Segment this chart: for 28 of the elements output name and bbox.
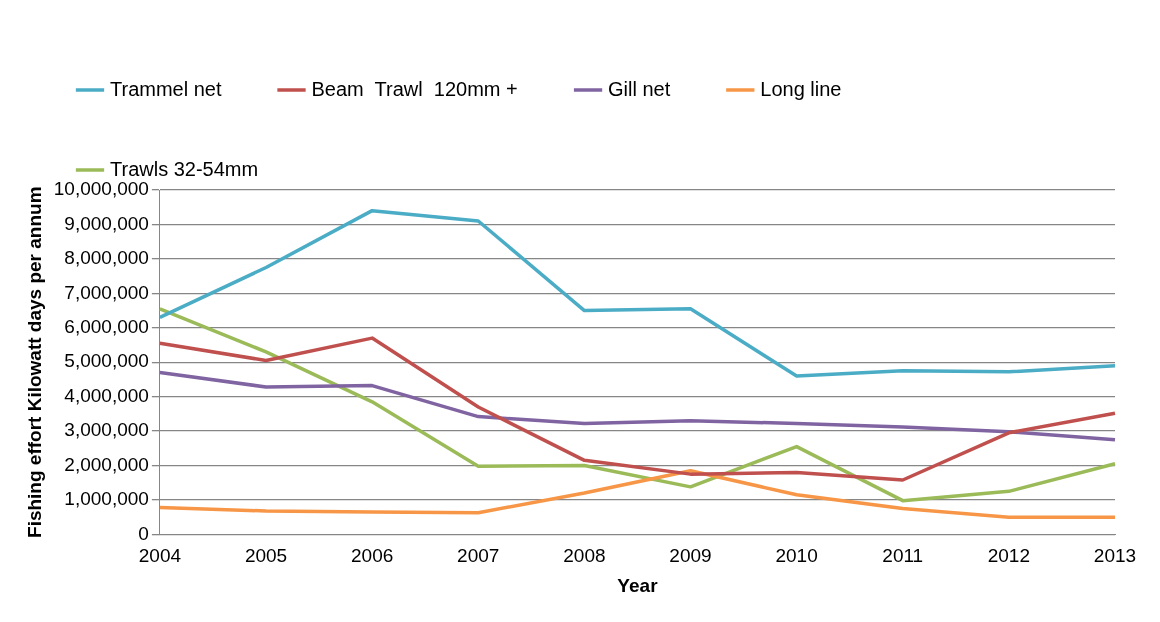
x-tick-label: 2011 — [882, 545, 924, 567]
y-tick-label: 0 — [138, 522, 149, 544]
y-tick-label: 7,000,000 — [64, 281, 149, 303]
x-axis-title: Year — [617, 574, 659, 596]
x-tick-label: 2007 — [457, 545, 500, 567]
legend-label: Beam Trawl 120mm + — [311, 77, 518, 100]
x-tick-label: 2009 — [669, 545, 712, 567]
legend-label: Trammel net — [110, 77, 222, 100]
y-tick-label: 8,000,000 — [64, 247, 149, 269]
legend-label: Trawls 32-54mm — [110, 157, 259, 180]
y-tick-label: 2,000,000 — [64, 453, 149, 475]
x-tick-label: 2005 — [244, 545, 288, 567]
y-tick-label: 1,000,000 — [64, 488, 149, 510]
y-tick-label: 5,000,000 — [64, 350, 149, 372]
y-tick-label: 9,000,000 — [64, 212, 149, 234]
x-tick-label: 2013 — [1093, 545, 1137, 567]
x-tick-label: 2010 — [775, 545, 818, 567]
legend-label: Gill net — [608, 77, 671, 100]
y-tick-label: 10,000,000 — [53, 178, 149, 200]
x-tick-label: 2012 — [987, 545, 1031, 567]
y-tick-label: 6,000,000 — [64, 315, 149, 337]
y-tick-label: 3,000,000 — [64, 419, 149, 441]
x-tick-label: 2008 — [563, 545, 606, 567]
x-tick-label: 2004 — [138, 545, 182, 567]
y-tick-label: 4,000,000 — [64, 384, 149, 406]
x-tick-label: 2006 — [351, 545, 394, 567]
legend-label: Long line — [760, 77, 842, 100]
y-axis-title: Fishing effort Kilowatt days per annum — [23, 186, 45, 538]
